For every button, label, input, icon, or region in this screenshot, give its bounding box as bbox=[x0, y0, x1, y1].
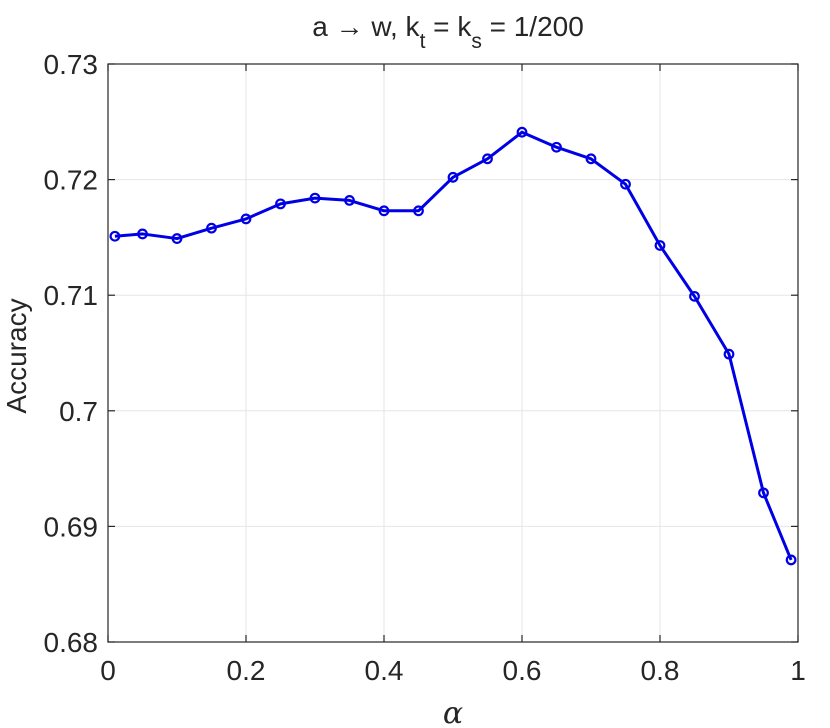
x-tick-label: 0.4 bbox=[365, 655, 404, 686]
x-tick-label: 1 bbox=[790, 655, 806, 686]
x-tick-label: 0 bbox=[100, 655, 116, 686]
x-tick-label: 0.6 bbox=[503, 655, 542, 686]
data-point bbox=[109, 230, 121, 242]
y-tick-label: 0.72 bbox=[44, 165, 99, 196]
x-axis-label: α bbox=[443, 696, 463, 728]
x-tick-labels: 0 0.2 0.4 0.6 0.8 1 bbox=[100, 655, 806, 686]
data-point bbox=[378, 205, 390, 217]
data-point bbox=[413, 205, 424, 217]
chart-title: a → w, kt = ks = 1/200 bbox=[312, 11, 584, 53]
y-tick-label: 0.73 bbox=[44, 49, 99, 80]
y-tick-labels: 0.68 0.69 0.7 0.71 0.72 0.73 bbox=[44, 49, 99, 658]
data-point bbox=[585, 153, 597, 165]
data-point bbox=[275, 198, 286, 210]
axes-frame bbox=[107, 63, 799, 643]
data-point bbox=[482, 153, 493, 165]
data-point bbox=[723, 348, 735, 360]
data-point bbox=[344, 195, 355, 206]
x-tick-label: 0.2 bbox=[227, 655, 266, 686]
title-suffix: = 1/200 bbox=[482, 11, 584, 42]
plot-area bbox=[108, 64, 798, 642]
y-tick-label: 0.69 bbox=[44, 511, 99, 542]
series-line bbox=[114, 130, 793, 561]
grid-lines bbox=[108, 64, 798, 642]
data-point bbox=[206, 222, 217, 234]
title-subscript-t: t bbox=[420, 30, 426, 53]
y-tick-label: 0.7 bbox=[59, 396, 98, 427]
title-prefix: a → w, k bbox=[312, 11, 420, 42]
data-point bbox=[689, 290, 700, 302]
data-point bbox=[551, 141, 562, 153]
data-point bbox=[137, 228, 148, 240]
y-tick-label: 0.68 bbox=[44, 627, 99, 658]
series-layer bbox=[109, 126, 797, 566]
title-mid: = k bbox=[425, 11, 472, 42]
data-point bbox=[309, 192, 321, 204]
data-point bbox=[758, 487, 769, 499]
data-point bbox=[620, 178, 631, 190]
data-point bbox=[240, 213, 252, 225]
y-axis-label: Accuracy bbox=[1, 298, 32, 413]
data-point bbox=[516, 126, 528, 138]
data-point bbox=[171, 233, 183, 244]
x-tick-label: 0.8 bbox=[641, 655, 680, 686]
y-tick-label: 0.71 bbox=[44, 280, 99, 311]
data-point bbox=[654, 240, 666, 251]
data-point bbox=[785, 554, 797, 566]
title-subscript-s: s bbox=[471, 30, 482, 53]
data-point bbox=[447, 171, 459, 183]
